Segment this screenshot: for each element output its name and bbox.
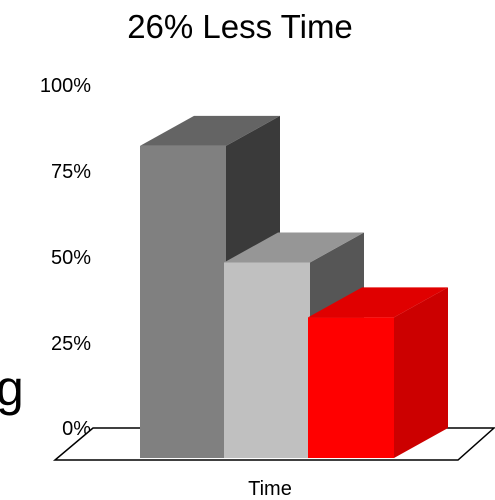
y-tick-label: 0% <box>62 418 91 440</box>
bar-top <box>140 115 280 146</box>
y-tick-label: 100% <box>40 75 91 97</box>
bar <box>140 145 226 458</box>
y-axis-ticks: 0% 25% 50% 75% 100% <box>40 75 91 440</box>
chart-title: 26% Less Time <box>127 8 353 45</box>
bar-top <box>308 287 448 318</box>
bar-top <box>224 232 364 263</box>
y-tick-label: 25% <box>51 333 91 355</box>
bar <box>308 317 394 458</box>
bar <box>224 262 310 458</box>
x-axis-label: Time <box>248 478 292 500</box>
bar-series-group <box>140 115 448 459</box>
y-tick-label: 75% <box>51 161 91 183</box>
background-text-fragment: g <box>0 360 24 416</box>
y-tick-label: 50% <box>51 247 91 269</box>
bar-side <box>394 287 448 458</box>
